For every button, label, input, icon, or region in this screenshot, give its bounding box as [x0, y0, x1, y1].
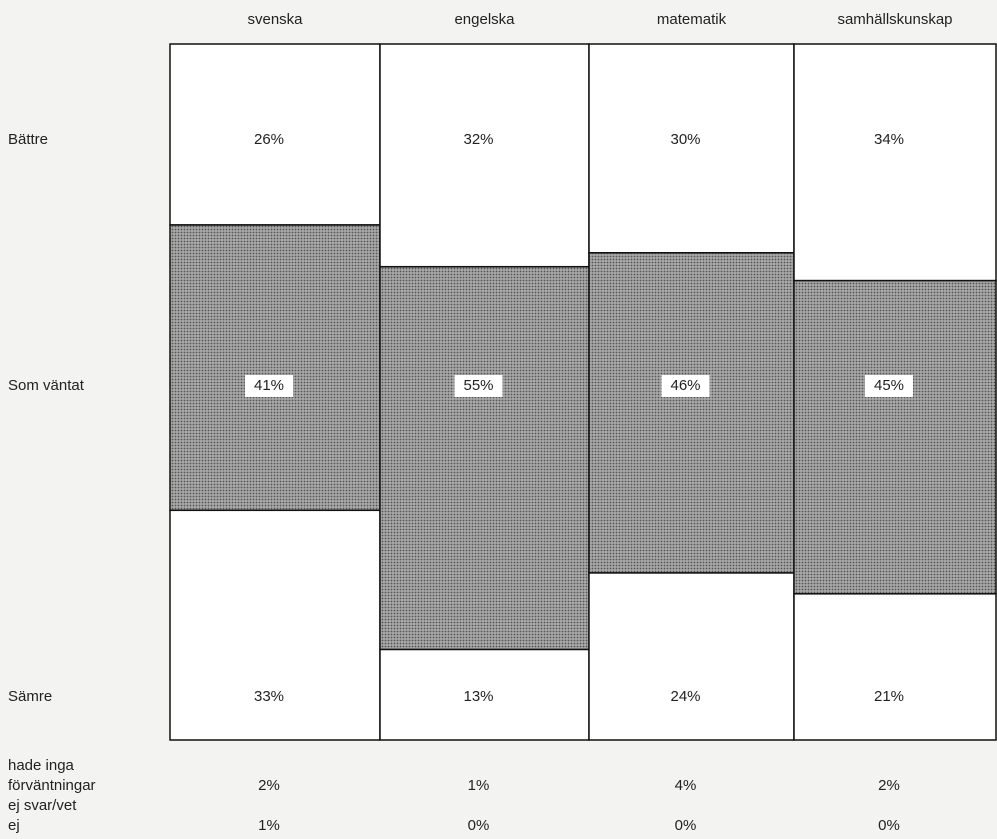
bar-segment [793, 43, 997, 282]
label-box [245, 375, 293, 397]
bar-segment [169, 509, 381, 741]
value-label: 24% [670, 688, 700, 705]
row-label: Bättre [8, 131, 48, 148]
row-label: Som väntat [8, 377, 85, 394]
value-label: 0% [675, 817, 697, 834]
bar-segment [379, 43, 590, 268]
row-label-line: förväntningar [8, 777, 96, 794]
label-box [454, 375, 503, 397]
value-label: 0% [878, 817, 900, 834]
bar-segment [793, 593, 997, 741]
value-label: 2% [878, 777, 900, 794]
value-label: 32% [463, 131, 493, 148]
category-label: matematik [657, 11, 727, 28]
value-label: 21% [874, 688, 904, 705]
category-label: engelska [454, 11, 515, 28]
bar-segment [588, 252, 795, 574]
value-label: 2% [258, 777, 280, 794]
bar-segment [379, 648, 590, 741]
value-label: 1% [468, 777, 490, 794]
row-label-line: hade inga [8, 757, 75, 774]
label-box [865, 375, 913, 397]
row-label: Sämre [8, 688, 52, 705]
value-label: 1% [258, 817, 280, 834]
bar-segment [169, 224, 381, 512]
label-box [661, 375, 710, 397]
category-label: samhällskunskap [837, 11, 952, 28]
row-label-line: ej [8, 817, 20, 834]
value-label: 13% [463, 688, 493, 705]
bar-segment [588, 572, 795, 741]
value-label: 33% [254, 688, 284, 705]
bar-segment [379, 265, 590, 651]
row-label-line: ej svar/vet [8, 797, 77, 814]
bar-segment [793, 279, 997, 595]
value-label: 46% [670, 377, 700, 394]
value-label: 30% [670, 131, 700, 148]
value-label: 4% [675, 777, 697, 794]
value-label: 45% [874, 377, 904, 394]
bar-segment [169, 43, 381, 226]
value-label: 26% [254, 131, 284, 148]
value-label: 34% [874, 131, 904, 148]
value-label: 0% [468, 817, 490, 834]
value-label: 55% [463, 377, 493, 394]
row-label: ej svar/vet ej [8, 797, 77, 834]
value-label: 41% [254, 377, 284, 394]
category-label: svenska [247, 11, 303, 28]
row-label: hade inga förväntningar [8, 757, 96, 794]
bar-segment [588, 43, 795, 254]
